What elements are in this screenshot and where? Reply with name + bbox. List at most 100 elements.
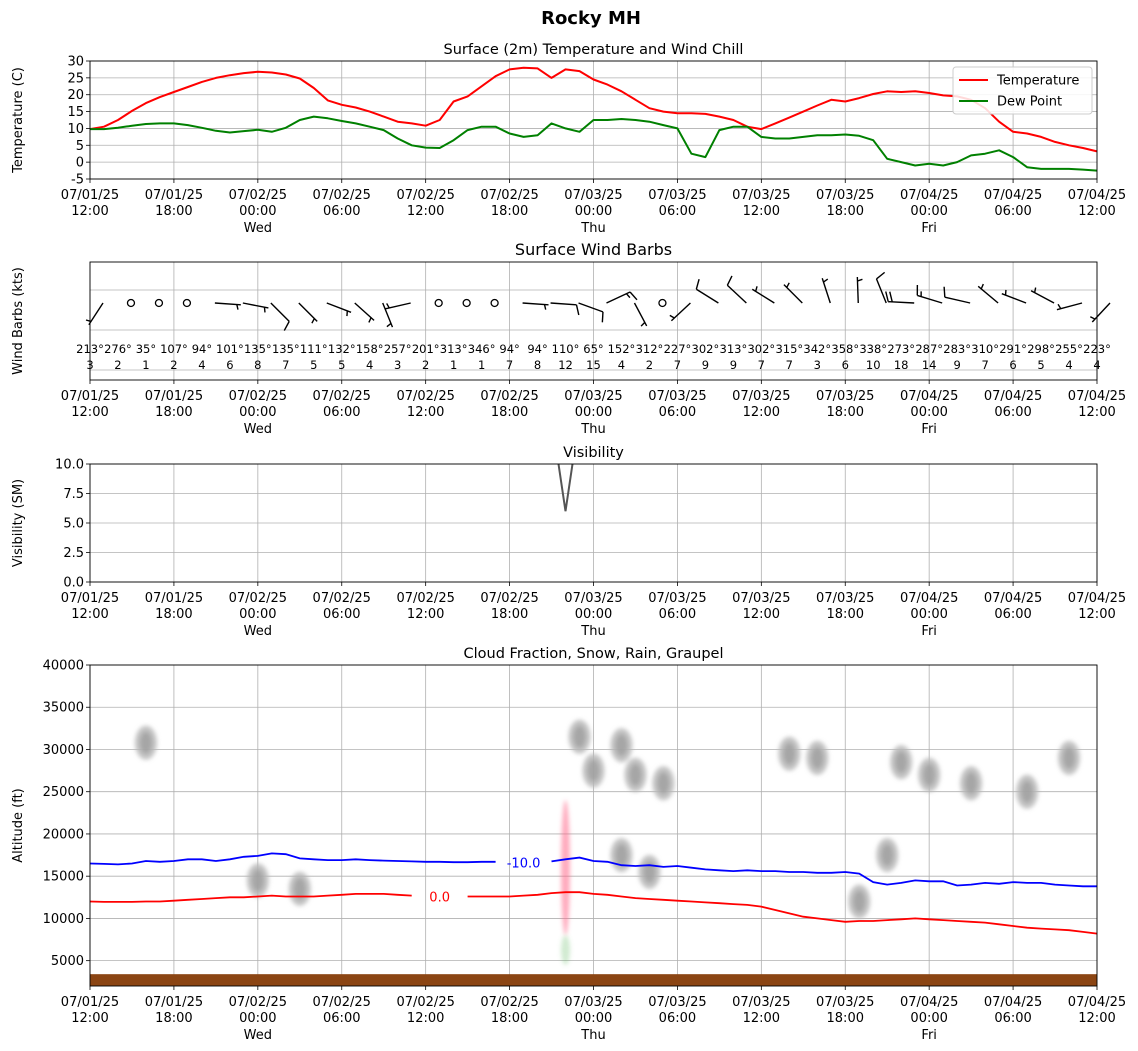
wind-speed-label: 2 [422, 358, 429, 372]
wind-barb-shaft [326, 302, 352, 313]
wind-speed-label: 6 [226, 358, 233, 372]
wind-barb-calm [658, 298, 667, 308]
wind-barb-flag [943, 286, 946, 298]
wind-barb-shaft [783, 284, 803, 304]
series-line-temperature [89, 66, 1098, 153]
wind-speed-label: 15 [586, 358, 601, 372]
wind-direction-label: 94° [527, 342, 547, 356]
wind-direction-label: 287° [915, 342, 943, 356]
x-tick-label: 07/02/25 [313, 389, 371, 404]
wind-barb-half-flag [755, 286, 758, 292]
wind-direction-label: 111° [300, 342, 328, 356]
x-tick-label: 07/02/25 [313, 188, 371, 203]
wind-barb-shaft [944, 296, 971, 304]
wind-direction-label: 201° [412, 342, 440, 356]
legend: Temperature Dew Point [952, 66, 1093, 115]
wind-barb-shaft [270, 302, 290, 322]
cloud-cell-core [139, 731, 152, 754]
panel-title: Visibility [563, 445, 624, 461]
x-tick-label: 12:00 [71, 204, 108, 219]
y-tick-label: 10 [67, 122, 84, 137]
x-tick-label: 07/01/25 [61, 591, 119, 606]
x-tick-label: 12:00 [743, 204, 780, 219]
wind-direction-label: 313° [440, 342, 468, 356]
wind-barb [943, 286, 971, 304]
legend-label: Temperature [996, 74, 1079, 89]
y-axis-label: Wind Barbs (kts) [11, 267, 26, 375]
wind-barb-flag [726, 275, 733, 286]
y-tick-label: 30000 [43, 743, 84, 758]
wind-barb [434, 298, 443, 308]
wind-speed-label: 14 [922, 358, 937, 372]
y-tick-label: 25 [67, 71, 84, 86]
x-tick-label: 07/04/25 [984, 995, 1042, 1010]
cloud-cell-core [1063, 746, 1076, 769]
wind-barb-shaft [1001, 293, 1027, 304]
wind-barb-shaft [298, 302, 318, 322]
x-day-label: Thu [580, 422, 605, 437]
wind-barb [658, 298, 667, 308]
wind-direction-label: 227° [664, 342, 692, 356]
wind-barb-half-flag [625, 293, 631, 299]
wind-direction-label: 338° [859, 342, 887, 356]
wind-barb [1001, 289, 1027, 304]
wind-barb-calm [434, 298, 443, 308]
wind-barb-half-flag [786, 282, 790, 288]
wind-barb [354, 302, 375, 323]
wind-barb-flag [575, 304, 580, 316]
wind-barb-shaft [633, 302, 648, 327]
cloud-cell-core [643, 860, 656, 883]
y-tick-label: 2.5 [63, 546, 84, 561]
y-tick-label: 5000 [51, 954, 84, 969]
y-tick-label: 15 [67, 105, 84, 120]
wind-direction-label: 257° [384, 342, 412, 356]
x-tick-label: 00:00 [575, 204, 612, 219]
x-tick-label: 07/04/25 [900, 591, 958, 606]
wind-barb-shaft [1056, 302, 1083, 311]
wind-barb-shaft [751, 288, 775, 304]
wind-speed-label: 7 [674, 358, 681, 372]
wind-barb-half-flag [669, 314, 675, 319]
contour-label: 0.0 [429, 890, 450, 905]
wind-speed-label: 4 [198, 358, 205, 372]
x-day-label: Thu [580, 1028, 605, 1043]
wind-speed-label: 4 [366, 358, 373, 372]
wind-direction-label: 298° [1027, 342, 1055, 356]
cloud-cell-core [293, 877, 306, 900]
x-tick-label: 07/03/25 [732, 188, 790, 203]
wind-direction-label: 255° [1055, 342, 1083, 356]
x-day-label: Thu [580, 624, 605, 639]
cloud-cell-core [895, 751, 908, 774]
x-tick-label: 12:00 [743, 1011, 780, 1026]
x-tick-label: 07/01/25 [145, 389, 203, 404]
x-tick-label: 07/03/25 [816, 389, 874, 404]
wind-barb [885, 291, 915, 304]
x-tick-label: 06:00 [323, 607, 360, 622]
wind-barb-half-flag [640, 321, 646, 327]
wind-barb-shaft [856, 276, 859, 304]
x-tick-label: 07/01/25 [145, 188, 203, 203]
x-tick-label: 18:00 [827, 1011, 864, 1026]
x-tick-label: 06:00 [994, 1011, 1031, 1026]
x-tick-label: 07/02/25 [396, 995, 454, 1010]
wind-barb [633, 302, 648, 327]
x-tick-label: 07/03/25 [564, 389, 622, 404]
x-tick-label: 07/04/25 [900, 389, 958, 404]
cloud-cell-core [1021, 780, 1034, 803]
wind-barb [126, 298, 136, 308]
y-tick-label: 20 [67, 88, 84, 103]
wind-speed-label: 6 [1009, 358, 1016, 372]
wind-barb [326, 302, 352, 317]
wind-direction-label: 135° [244, 342, 272, 356]
wind-direction-label: 135° [272, 342, 300, 356]
x-day-label: Thu [580, 221, 605, 236]
figure-title: Rocky MH [541, 8, 641, 29]
wind-speed-label: 18 [894, 358, 909, 372]
wind-barb [522, 302, 549, 310]
x-tick-label: 07/03/25 [648, 591, 706, 606]
ground-layer [90, 974, 1097, 986]
wind-speed-label: 5 [310, 358, 317, 372]
wind-barb [695, 278, 719, 304]
